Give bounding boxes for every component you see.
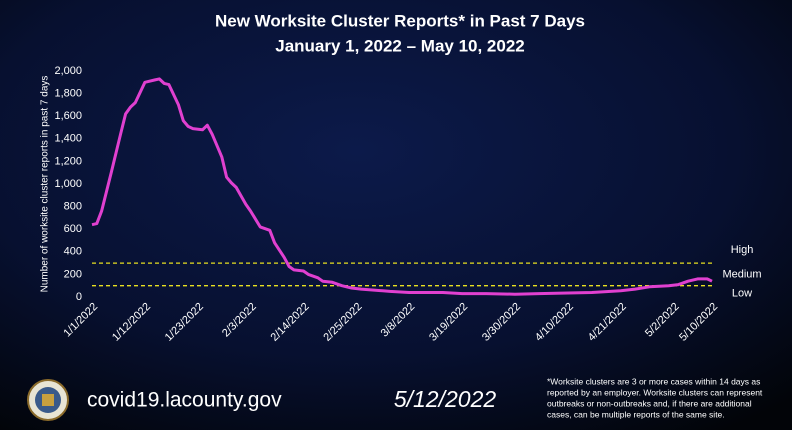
y-tick-label: 2,000	[54, 65, 82, 77]
footnote: cases, can be multiple reports of the sa…	[547, 409, 725, 419]
zone-label: High	[731, 244, 754, 256]
chart-subtitle: January 1, 2022 – May 10, 2022	[275, 36, 525, 55]
data-line	[91, 77, 713, 296]
y-tick-label: 600	[64, 223, 82, 235]
report-date: 5/12/2022	[394, 386, 497, 412]
y-tick-label: 400	[64, 246, 82, 258]
zone-label: Medium	[722, 268, 761, 280]
y-tick-label: 200	[64, 268, 82, 280]
y-tick-label: 1,400	[54, 133, 82, 145]
y-axis-label: Number of worksite cluster reports in pa…	[40, 76, 51, 293]
footnote: outbreaks or non-outbreaks and, if there…	[547, 398, 752, 408]
website: covid19.lacounty.gov	[87, 389, 282, 412]
logo	[27, 379, 69, 421]
y-tick-label: 1,600	[54, 110, 82, 122]
y-tick-label: 1,800	[54, 88, 82, 100]
zone-label: Low	[732, 288, 752, 300]
y-tick-label: 1,200	[54, 155, 82, 167]
footnote: *Worksite clusters are 3 or more cases w…	[547, 376, 760, 386]
y-tick-label: 0	[76, 291, 82, 303]
y-tick-label: 800	[64, 201, 82, 213]
chart-title: New Worksite Cluster Reports* in Past 7 …	[215, 11, 585, 30]
footnote: reported by an employer. Worksite cluste…	[547, 387, 763, 397]
y-tick-label: 1,000	[54, 178, 82, 190]
